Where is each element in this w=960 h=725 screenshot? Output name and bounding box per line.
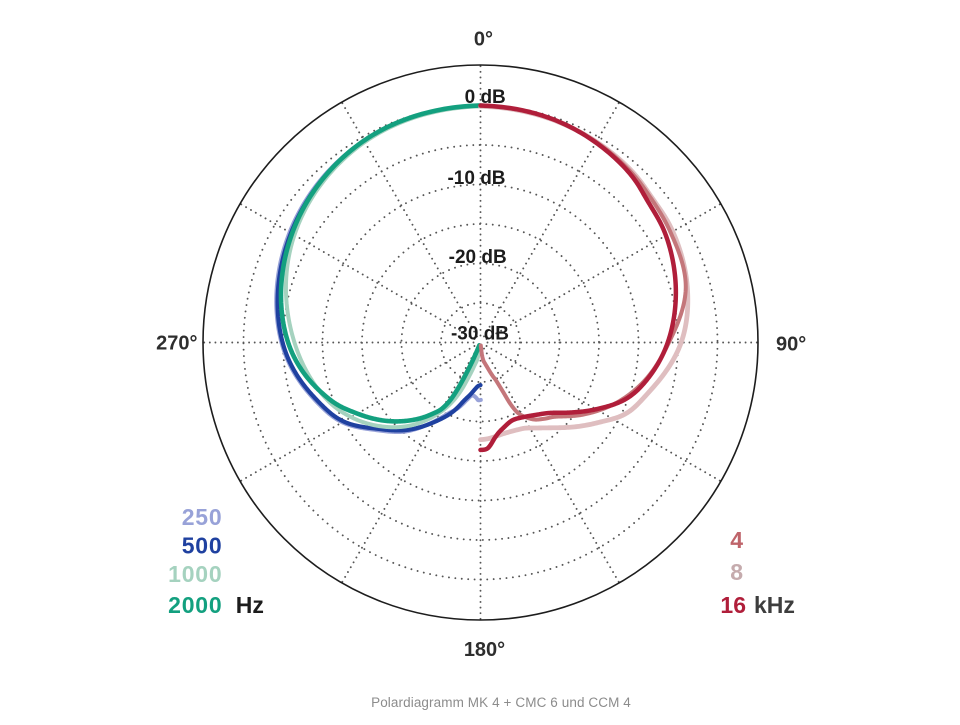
svg-text:2000: 2000 [168,592,222,618]
svg-text:0°: 0° [474,29,493,51]
svg-text:-20 dB: -20 dB [449,247,507,268]
svg-text:270°: 270° [156,333,197,355]
svg-text:1000: 1000 [168,561,222,587]
svg-text:Polardiagramm MK 4 + CMC 6 und: Polardiagramm MK 4 + CMC 6 und CCM 4 [371,695,631,710]
svg-text:8: 8 [730,559,743,585]
svg-text:0 dB: 0 dB [465,87,506,108]
svg-text:kHz: kHz [754,592,795,618]
svg-text:90°: 90° [776,334,806,356]
svg-text:-30 dB: -30 dB [451,324,509,345]
svg-text:-10 dB: -10 dB [447,168,505,189]
svg-text:4: 4 [730,527,743,553]
svg-text:180°: 180° [464,639,505,661]
svg-text:500: 500 [182,533,223,559]
svg-text:250: 250 [182,504,223,530]
svg-text:Hz: Hz [236,592,264,618]
svg-text:16: 16 [720,592,746,618]
